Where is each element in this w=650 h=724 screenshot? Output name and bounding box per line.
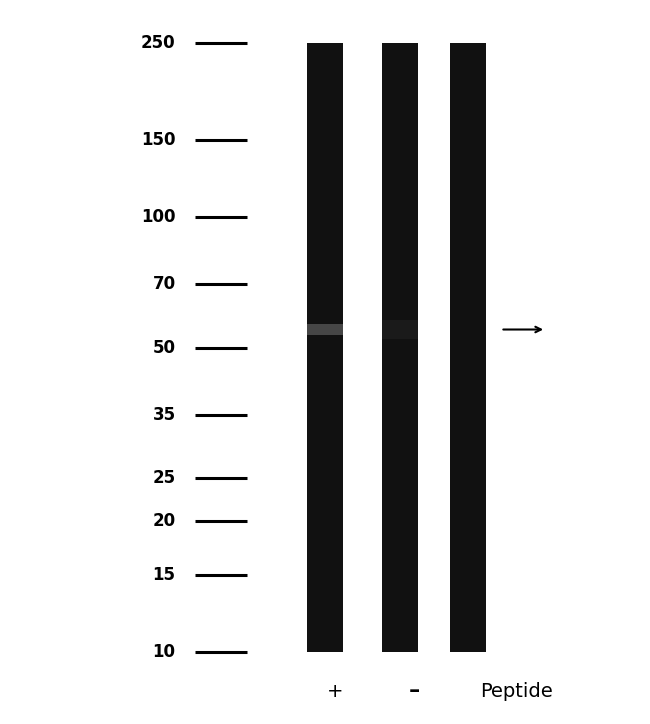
Bar <box>307 324 343 334</box>
Bar <box>382 320 417 339</box>
Text: –: – <box>409 681 421 702</box>
Text: 20: 20 <box>152 512 176 530</box>
Text: 15: 15 <box>153 566 176 584</box>
Text: 35: 35 <box>152 406 176 424</box>
Text: 25: 25 <box>152 469 176 487</box>
Text: 10: 10 <box>153 643 176 660</box>
Text: 150: 150 <box>141 131 176 149</box>
Bar <box>450 43 486 652</box>
Text: 250: 250 <box>141 35 176 52</box>
Bar <box>382 43 417 652</box>
Text: 70: 70 <box>152 275 176 293</box>
Text: 50: 50 <box>153 339 176 356</box>
Text: +: + <box>326 682 343 701</box>
Text: 100: 100 <box>141 208 176 226</box>
Text: Peptide: Peptide <box>480 682 553 701</box>
Bar <box>307 43 343 652</box>
